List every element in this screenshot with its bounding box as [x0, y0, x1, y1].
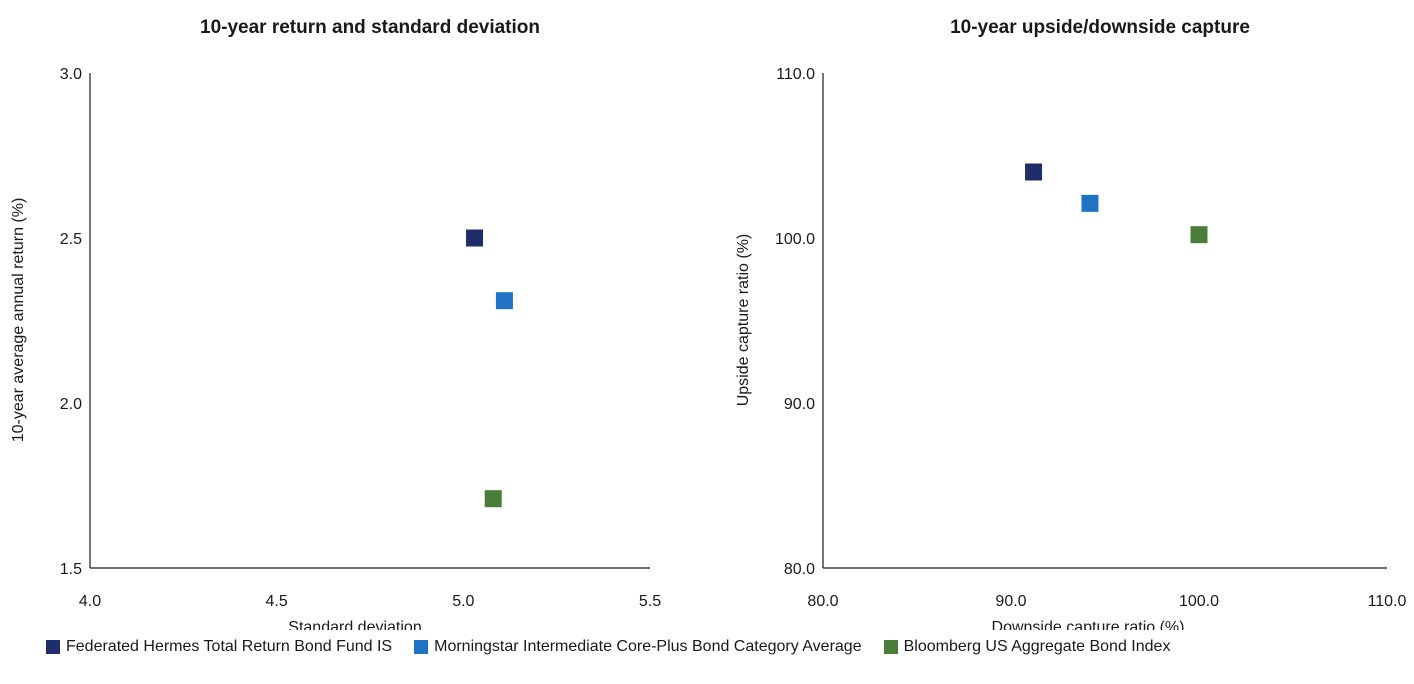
- chart-2-y-label: Upside capture ratio (%): [735, 234, 752, 407]
- legend-swatch-index: [883, 640, 898, 654]
- chart-1-y-tick-label: 1.5: [60, 561, 82, 578]
- chart-2-point-fund: [1025, 163, 1043, 181]
- chart-2-x-tick-label: 100.0: [1179, 593, 1219, 610]
- legend-label-index: Bloomberg US Aggregate Bond Index: [903, 638, 1171, 655]
- chart-2-title: 10-year upside/downside capture: [950, 17, 1250, 38]
- chart-2-point-index: [1190, 226, 1208, 244]
- legend-label-category-average: Morningstar Intermediate Core-Plus Bond …: [434, 638, 862, 655]
- legend-item-category-average: Morningstar Intermediate Core-Plus Bond …: [414, 638, 862, 656]
- chart-upside-downside-capture: 10-year upside/downside capture 80.0 90.0…: [735, 17, 1407, 630]
- chart-2-y-tick-label: 90.0: [784, 396, 815, 413]
- chart-1-point-fund: [466, 229, 484, 247]
- chart-return-vs-stddev: 10-year return and standard deviation 1.…: [10, 17, 661, 630]
- chart-1-y-tick-label: 2.0: [60, 396, 82, 413]
- chart-1-x-label: Standard deviation: [288, 619, 421, 630]
- chart-1-y-tick-label: 2.5: [60, 231, 82, 248]
- chart-2-y-tick-label: 100.0: [775, 231, 815, 248]
- chart-2-x-tick-label: 80.0: [807, 593, 838, 610]
- chart-2-y-tick-label: 110.0: [776, 66, 815, 83]
- chart-legend: Federated Hermes Total Return Bond Fund …: [46, 638, 1192, 656]
- legend-swatch-fund: [46, 640, 60, 654]
- chart-2-x-tick-label: 110.0: [1368, 593, 1407, 610]
- chart-1-title: 10-year return and standard deviation: [200, 17, 540, 38]
- charts-canvas: 10-year return and standard deviation 1.…: [10, 17, 1407, 630]
- chart-1-x-tick-label: 5.5: [639, 593, 661, 610]
- chart-2-x-label: Downside capture ratio (%): [992, 619, 1185, 630]
- chart-1-point-index: [484, 490, 502, 508]
- legend-item-index: Bloomberg US Aggregate Bond Index: [883, 638, 1171, 656]
- chart-1-y-label: 10-year average annual return (%): [10, 198, 27, 443]
- legend-label-fund: Federated Hermes Total Return Bond Fund …: [66, 638, 393, 655]
- chart-1-point-category-average: [495, 292, 513, 310]
- chart-2-point-category-average: [1081, 194, 1099, 212]
- chart-2-x-tick-label: 90.0: [995, 593, 1026, 610]
- chart-1-y-tick-label: 3.0: [60, 66, 82, 83]
- chart-1-x-tick-label: 4.5: [266, 593, 288, 610]
- legend-swatch-category-average: [414, 640, 429, 654]
- chart-2-y-tick-label: 80.0: [784, 561, 815, 578]
- legend-item-fund: Federated Hermes Total Return Bond Fund …: [46, 638, 392, 656]
- chart-1-x-tick-label: 4.0: [79, 593, 101, 610]
- chart-1-x-tick-label: 5.0: [452, 593, 474, 610]
